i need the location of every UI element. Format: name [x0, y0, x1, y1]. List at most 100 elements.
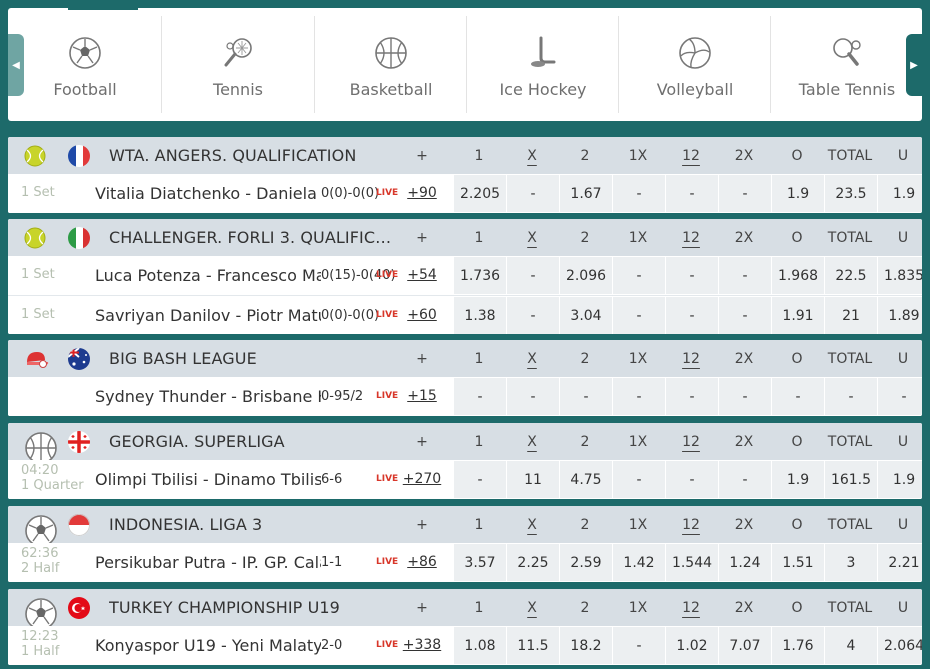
- scroll-right-button[interactable]: ▶: [906, 34, 922, 96]
- more-markets-link[interactable]: +15: [407, 388, 437, 404]
- odd-cell-2x[interactable]: 7.07: [719, 627, 771, 664]
- odd-cell-1[interactable]: 1.38: [454, 297, 506, 334]
- odd-cell-2[interactable]: 4.75: [560, 461, 612, 498]
- odd-cell-o[interactable]: 1.76: [772, 627, 824, 664]
- match-row[interactable]: Sydney Thunder - Brisbane Heat0-95/2 LIVE…: [8, 377, 922, 416]
- odd-cell-1[interactable]: 1.736: [454, 257, 506, 294]
- column-header-1: 1: [474, 599, 484, 616]
- sport-tab-ice-hockey[interactable]: Ice Hockey: [467, 8, 619, 121]
- odd-cell-2x[interactable]: -: [719, 175, 771, 212]
- match-row[interactable]: 04:20 1 Quarter Olimpi Tbilisi - Dinamo Tb…: [8, 460, 922, 499]
- odd-cell-2[interactable]: 1.67: [560, 175, 612, 212]
- odd-cell-1x[interactable]: 1.42: [613, 544, 665, 581]
- odd-cell-x[interactable]: -: [507, 378, 559, 415]
- league-name[interactable]: GEORGIA. SUPERLIGA: [109, 432, 285, 451]
- odd-cell-2[interactable]: 2.59: [560, 544, 612, 581]
- match-teams[interactable]: Sydney Thunder - Brisbane Heat: [95, 387, 321, 406]
- odd-cell-2x[interactable]: -: [719, 461, 771, 498]
- odd-cell-total[interactable]: 21: [825, 297, 877, 334]
- odd-cell-1x[interactable]: -: [613, 627, 665, 664]
- odd-cell-2x[interactable]: -: [719, 378, 771, 415]
- odd-cell-1[interactable]: -: [454, 461, 506, 498]
- odd-cell-u[interactable]: 1.9: [878, 175, 922, 212]
- league-name[interactable]: BIG BASH LEAGUE: [109, 349, 257, 368]
- odd-cell-total[interactable]: 22.5: [825, 257, 877, 294]
- odd-cell-total[interactable]: 161.5: [825, 461, 877, 498]
- more-markets-link[interactable]: +86: [407, 554, 437, 570]
- odd-cell-1[interactable]: 2.205: [454, 175, 506, 212]
- odd-cell-1x[interactable]: -: [613, 378, 665, 415]
- odd-cell-1x[interactable]: -: [613, 257, 665, 294]
- match-teams[interactable]: Vitalia Diatchenko - Daniela Vismane: [95, 184, 321, 203]
- odd-cell-u[interactable]: 1.89: [878, 297, 922, 334]
- odd-cell-12[interactable]: -: [666, 297, 718, 334]
- odd-cell-o[interactable]: 1.9: [772, 175, 824, 212]
- odd-cell-o[interactable]: 1.51: [772, 544, 824, 581]
- odd-cell-x[interactable]: 2.25: [507, 544, 559, 581]
- league-name[interactable]: CHALLENGER. FORLI 3. QUALIFICATION: [109, 228, 399, 247]
- odd-cell-1x[interactable]: -: [613, 461, 665, 498]
- odd-cell-u[interactable]: 1.835: [878, 257, 922, 294]
- more-markets-link[interactable]: +90: [407, 185, 437, 201]
- scroll-left-button[interactable]: ◀: [8, 34, 24, 96]
- odd-cell-2[interactable]: -: [560, 378, 612, 415]
- sport-tab-table-tennis[interactable]: Table Tennis: [771, 8, 923, 121]
- odd-cell-1x[interactable]: -: [613, 175, 665, 212]
- more-markets-link[interactable]: +270: [402, 471, 442, 487]
- odd-cell-o[interactable]: 1.968: [772, 257, 824, 294]
- odd-cell-1[interactable]: 1.08: [454, 627, 506, 664]
- odd-cell-x[interactable]: -: [507, 175, 559, 212]
- odd-cell-2x[interactable]: -: [719, 257, 771, 294]
- more-markets-link[interactable]: +60: [407, 307, 437, 323]
- odd-cell-o[interactable]: 1.9: [772, 461, 824, 498]
- match-row[interactable]: 62:36 2 Half Persikubar Putra - IP. GP. Ca…: [8, 543, 922, 582]
- odd-cell-u[interactable]: 2.064: [878, 627, 922, 664]
- odd-cell-u[interactable]: 2.21: [878, 544, 922, 581]
- league-name[interactable]: INDONESIA. LIGA 3: [109, 515, 263, 534]
- odd-cell-total[interactable]: 4: [825, 627, 877, 664]
- odd-cell-total[interactable]: 3: [825, 544, 877, 581]
- odd-cell-o[interactable]: -: [772, 378, 824, 415]
- odd-cell-1[interactable]: 3.57: [454, 544, 506, 581]
- odd-cell-12[interactable]: -: [666, 257, 718, 294]
- league-name[interactable]: TURKEY CHAMPIONSHIP U19: [109, 598, 340, 617]
- odd-cell-12[interactable]: 1.02: [666, 627, 718, 664]
- odd-cell-u[interactable]: 1.9: [878, 461, 922, 498]
- odd-cell-2[interactable]: 2.096: [560, 257, 612, 294]
- league-name[interactable]: WTA. ANGERS. QUALIFICATION: [109, 146, 357, 165]
- odd-cell-total[interactable]: 23.5: [825, 175, 877, 212]
- odd-cell-u[interactable]: -: [878, 378, 922, 415]
- column-header-1x: 1X: [628, 147, 648, 164]
- odd-cell-x[interactable]: 11: [507, 461, 559, 498]
- match-teams[interactable]: Konyaspor U19 - Yeni Malatyaspor U19: [95, 636, 321, 655]
- odd-cell-12[interactable]: -: [666, 461, 718, 498]
- match-teams[interactable]: Persikubar Putra - IP. GP. Caladium: [95, 553, 321, 572]
- odd-cell-total[interactable]: -: [825, 378, 877, 415]
- odd-cell-12[interactable]: 1.544: [666, 544, 718, 581]
- sport-tab-basketball[interactable]: Basketball: [315, 8, 467, 121]
- match-row[interactable]: 1 Set Savriyan Danilov - Piotr Matuszewsk…: [8, 295, 922, 334]
- odd-cell-12[interactable]: -: [666, 378, 718, 415]
- match-teams[interactable]: Savriyan Danilov - Piotr Matuszewski: [95, 306, 321, 325]
- match-teams[interactable]: Olimpi Tbilisi - Dinamo Tbilisi Incl: [95, 470, 321, 489]
- sport-tab-football[interactable]: Football: [9, 8, 161, 121]
- match-row[interactable]: 1 Set Luca Potenza - Francesco Maestrelli…: [8, 256, 922, 295]
- odd-cell-o[interactable]: 1.91: [772, 297, 824, 334]
- odd-cell-2[interactable]: 18.2: [560, 627, 612, 664]
- sport-tab-tennis[interactable]: Tennis: [162, 8, 314, 121]
- sport-tab-volleyball[interactable]: Volleyball: [619, 8, 771, 121]
- odd-cell-12[interactable]: -: [666, 175, 718, 212]
- odd-cell-x[interactable]: -: [507, 297, 559, 334]
- odd-cell-2x[interactable]: -: [719, 297, 771, 334]
- match-row[interactable]: 1 Set Vitalia Diatchenko - Daniela Visman…: [8, 174, 922, 213]
- odd-cell-2[interactable]: 3.04: [560, 297, 612, 334]
- odd-cell-1[interactable]: -: [454, 378, 506, 415]
- odd-cell-x[interactable]: 11.5: [507, 627, 559, 664]
- odd-cell-x[interactable]: -: [507, 257, 559, 294]
- more-markets-link[interactable]: +338: [402, 637, 442, 653]
- odd-cell-2x[interactable]: 1.24: [719, 544, 771, 581]
- match-teams[interactable]: Luca Potenza - Francesco Maestrelli: [95, 266, 321, 285]
- odd-cell-1x[interactable]: -: [613, 297, 665, 334]
- more-markets-link[interactable]: +54: [407, 267, 437, 283]
